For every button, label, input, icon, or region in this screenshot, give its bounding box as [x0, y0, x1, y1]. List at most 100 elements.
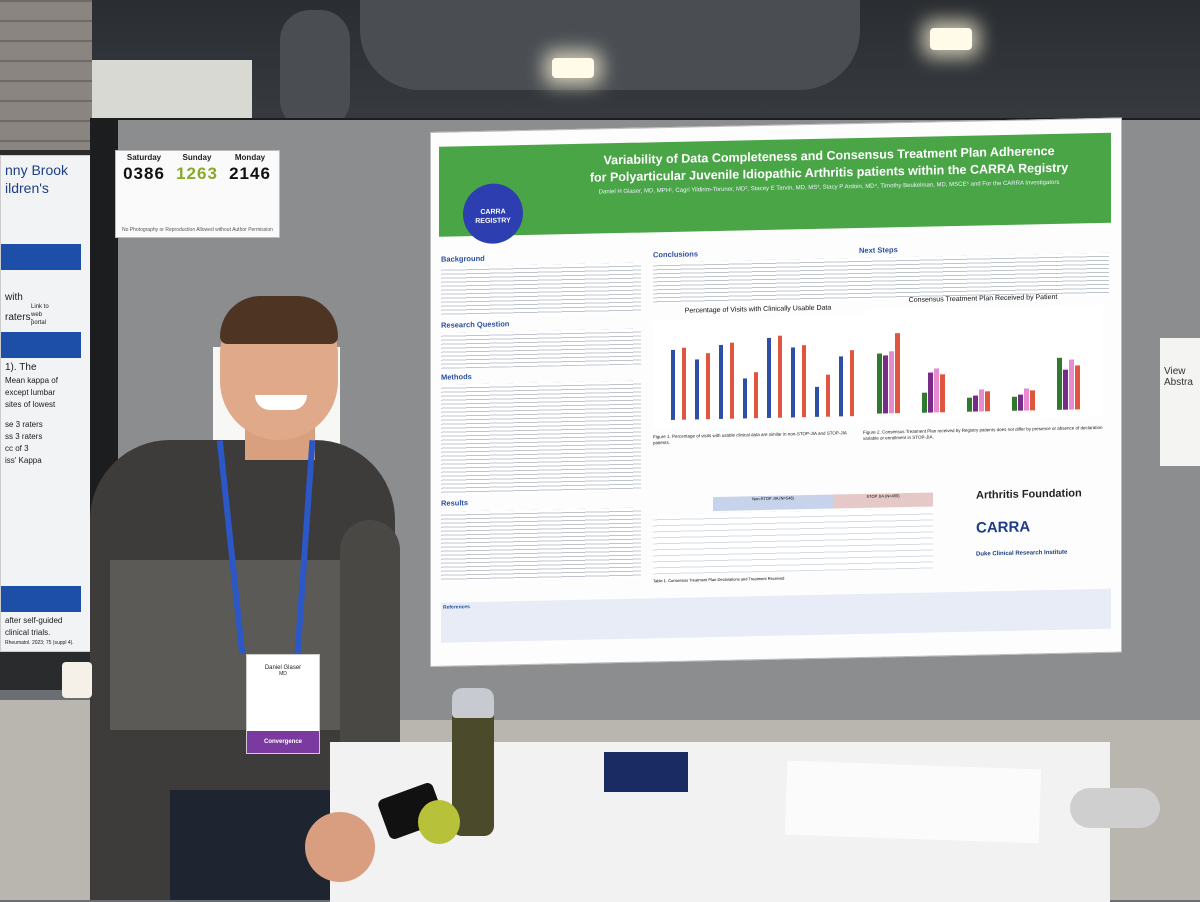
poster-header: CARRA REGISTRY Variability of Data Compl…: [439, 132, 1111, 245]
poster-band: [1, 332, 81, 358]
left-poster-text: ildren's: [5, 180, 49, 196]
sweater-stripe: [110, 560, 380, 730]
left-poster-text: nny Brook: [5, 162, 69, 178]
ceiling-pillar: [280, 10, 350, 130]
water-bottle-cap: [452, 688, 494, 718]
chart2-bar: [940, 374, 945, 413]
table1-caption: Table 1. Consensus Treatment Plan Declar…: [653, 575, 785, 584]
chart1-bar: [767, 337, 771, 418]
chart2-bar: [883, 355, 888, 414]
left-poster-text: raters.: [5, 312, 34, 323]
chart2-bar: [895, 333, 900, 414]
chart1-bar: [682, 347, 686, 420]
person-hand: [305, 812, 375, 882]
chart1-bar: [743, 378, 747, 419]
left-poster-text: after self-guided: [5, 616, 63, 625]
left-poster-text: 1). The: [5, 362, 37, 373]
chart1-bar: [719, 344, 723, 419]
booklet: [604, 752, 688, 792]
chart2-bar: [979, 389, 984, 412]
left-poster-text: se 3 raters: [5, 420, 43, 429]
poster-band: [1, 244, 81, 270]
chart2-bar: [1063, 369, 1068, 410]
left-poster-text: sites of lowest: [5, 400, 56, 409]
brick-wall: [0, 0, 92, 160]
left-poster: nny Brook ildren's Link to web portal wi…: [0, 155, 94, 652]
left-poster-text: portal: [31, 320, 47, 326]
badge-degree: MD: [279, 671, 287, 677]
ceiling-light: [930, 28, 972, 50]
figure1-caption: Figure 1. Percentage of visits with usab…: [653, 430, 847, 446]
chart2-bar: [934, 368, 939, 413]
chart1-bar: [706, 353, 710, 420]
chart1: [653, 315, 863, 429]
abstract-paper-text: View Abstra: [1164, 366, 1193, 388]
cup: [62, 662, 92, 698]
duke-clinical-research-logo: Duke Clinical Research Institute: [976, 549, 1068, 558]
chart1-bar: [815, 386, 819, 417]
chart1-bar: [802, 345, 806, 418]
table-header-stop: STOP JIA (N=400): [833, 492, 933, 509]
chart1-bar: [778, 335, 782, 418]
chart2-bar: [877, 353, 882, 414]
chart1-bar: [695, 359, 699, 420]
left-poster-text: Link to: [31, 304, 49, 310]
poster-left-column: Background Research Question Methods Res…: [441, 247, 641, 582]
apple: [418, 800, 460, 844]
chart2-bar: [928, 372, 933, 413]
chart2-bar: [973, 395, 978, 412]
carra-registry-logo: CARRA REGISTRY: [463, 183, 523, 245]
no-photography-notice: No Photography or Reproduction Allowed w…: [122, 227, 273, 233]
references-block: References: [441, 588, 1111, 643]
poster-band: [1, 586, 81, 612]
chart1-bar: [791, 347, 795, 418]
left-poster-text: clinical trials.: [5, 628, 51, 637]
badge-event: Convergence: [247, 731, 319, 753]
table1: Non-STOP JIA (N=546) STOP JIA (N=400) Ta…: [653, 492, 943, 588]
left-poster-text: ss 3 raters: [5, 432, 43, 441]
badge-name: Daniel Glaser: [264, 665, 302, 671]
chart2: [863, 304, 1103, 422]
left-poster-text: web: [31, 312, 43, 318]
chart1-bar: [671, 349, 675, 420]
left-poster-text: cc of 3: [5, 444, 29, 453]
chart1-bar: [754, 372, 758, 419]
chart2-bar: [889, 351, 894, 414]
chart2-bar: [922, 392, 927, 413]
person-hair: [220, 296, 338, 344]
chart2-bar: [1069, 359, 1074, 410]
left-poster-text: except lumbar: [5, 388, 56, 397]
attendance-counter-sheet: Saturday 0386 Sunday 1263 Monday 2146 No…: [115, 150, 280, 238]
poster-right-column: Next Steps: [859, 237, 1109, 301]
counter-sunday: Sunday 1263: [176, 153, 218, 183]
chart2-bar: [1018, 394, 1023, 411]
left-poster-text: with: [5, 292, 23, 303]
name-badge: Daniel Glaser MD Convergence: [246, 654, 320, 754]
chart1-bar: [730, 342, 734, 419]
left-poster-text: Mean kappa of: [5, 376, 58, 385]
chart2-bar: [1075, 365, 1080, 410]
chart2-bar: [967, 397, 972, 412]
counter-saturday: Saturday 0386: [123, 153, 165, 183]
chart2-bar: [985, 391, 990, 412]
poster-middle-column: Conclusions: [653, 242, 863, 305]
chart2-bar: [1012, 396, 1017, 411]
carra-logo: CARRA: [976, 518, 1031, 537]
left-poster-text: iss' Kappa: [5, 456, 42, 465]
chart2-bar: [1030, 390, 1035, 411]
person-smile: [255, 395, 307, 410]
table-header-non-stop: Non-STOP JIA (N=546): [713, 494, 833, 512]
handout-sheet: [784, 760, 1042, 844]
chart2-bar: [1057, 357, 1062, 410]
abstract-paper: View Abstra: [1160, 338, 1200, 466]
chart1-title: Percentage of Visits with Clinically Usa…: [684, 304, 832, 315]
counter-monday: Monday 2146: [229, 153, 271, 183]
chart1-bar: [826, 374, 830, 417]
ceiling-duct: [360, 0, 860, 90]
chart1-bar: [839, 356, 843, 417]
research-poster: CARRA REGISTRY Variability of Data Compl…: [430, 117, 1122, 668]
chart2-bar: [1024, 388, 1029, 411]
shoe: [1070, 788, 1160, 828]
ceiling-light: [552, 58, 594, 78]
figure2-caption: Figure 2. Consensus Treatment Plan recei…: [863, 424, 1103, 441]
